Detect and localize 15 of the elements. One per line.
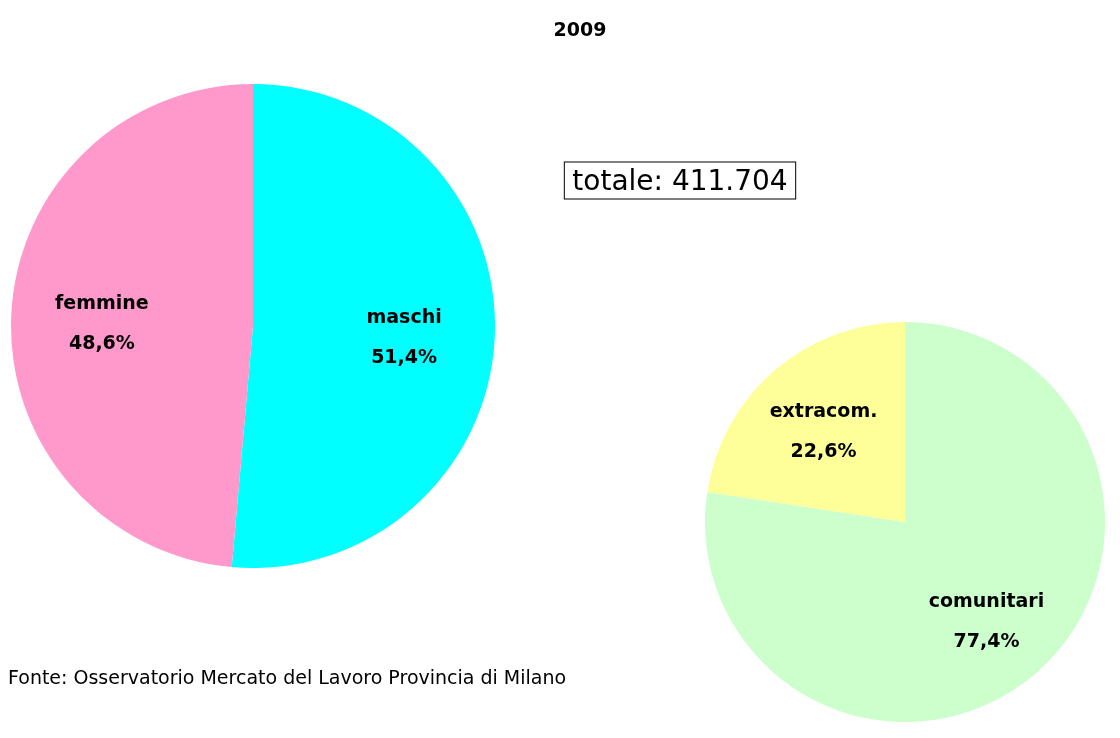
slice-label: maschi — [366, 304, 442, 327]
text: totale: 411.704 — [572, 164, 788, 197]
pie-slice — [705, 322, 1105, 722]
pie-slice — [231, 84, 495, 568]
data-label: 48,6% — [68, 331, 135, 354]
source-note: Fonte: Osservatorio Mercato del Lavoro Provincia di Milano — [8, 666, 567, 688]
slice-label: extracom. — [769, 399, 878, 422]
text: 2009 — [553, 18, 607, 40]
data-label: 77,4% — [953, 628, 1020, 651]
slice-label: comunitari — [928, 588, 1045, 611]
slice-label: femmine — [55, 291, 149, 314]
pie-slice — [707, 322, 905, 522]
data-label: 51,4% — [371, 344, 438, 367]
pie-slice — [11, 84, 253, 568]
data-label: 22,6% — [790, 439, 857, 462]
